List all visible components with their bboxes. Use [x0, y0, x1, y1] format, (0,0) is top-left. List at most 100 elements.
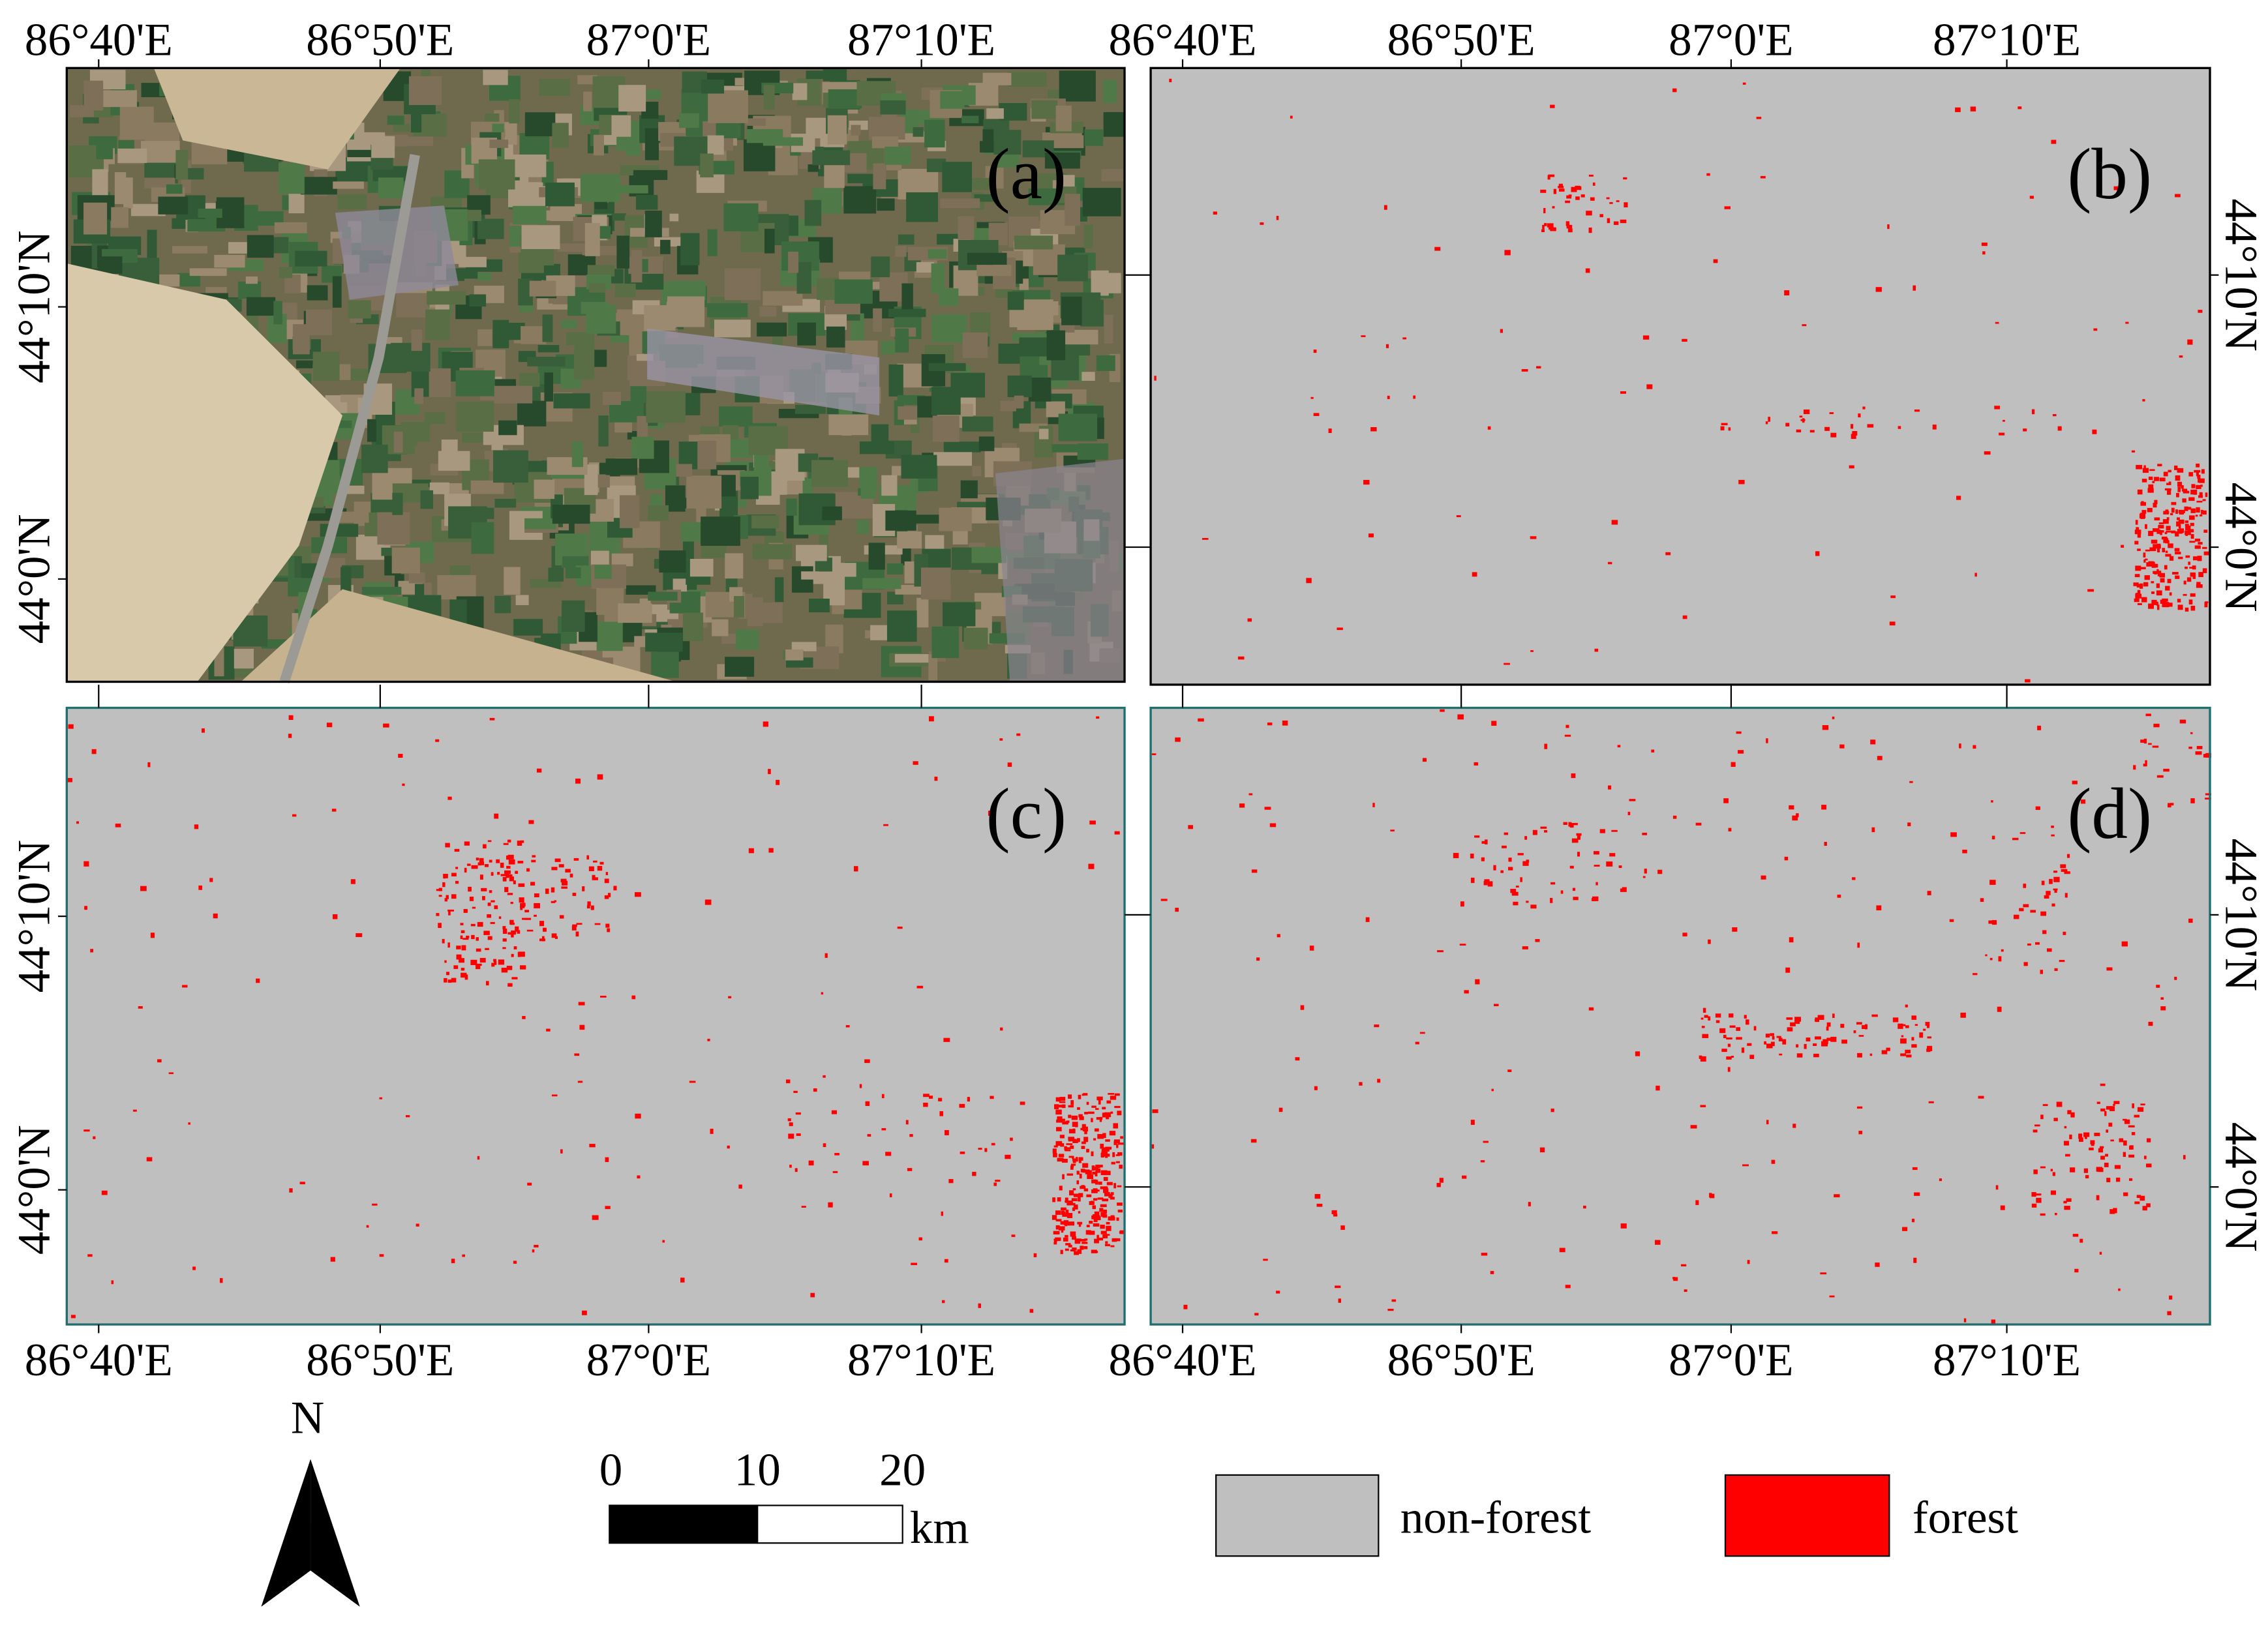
forest-patch	[1248, 793, 1253, 796]
forest-patch	[571, 925, 577, 931]
forest-patch	[988, 811, 995, 816]
forest-patch	[575, 778, 581, 784]
forest-patch	[2145, 760, 2147, 765]
forest-patch	[1119, 1165, 1123, 1169]
forest-patch	[1055, 1219, 1062, 1222]
forest-patch	[476, 858, 479, 861]
forest-patch	[2108, 1122, 2113, 1127]
forest-patch	[1309, 946, 1314, 951]
forest-patch	[2157, 605, 2160, 610]
field	[594, 565, 612, 579]
field	[392, 492, 403, 515]
forest-patch	[787, 1118, 791, 1122]
field	[367, 419, 376, 442]
forest-patch	[1151, 1144, 1155, 1149]
forest-patch	[2185, 520, 2189, 523]
forest-patch	[1480, 1160, 1485, 1163]
forest-patch	[823, 1075, 826, 1078]
forest-patch	[469, 897, 474, 901]
forest-patch	[1067, 1200, 1073, 1206]
panel-label: (a)	[986, 134, 1066, 215]
forest-patch	[1796, 1053, 1803, 1058]
forest-patch	[1091, 1118, 1093, 1122]
forest-patch	[1077, 1107, 1080, 1110]
field	[498, 420, 517, 436]
field	[189, 268, 227, 276]
forest-patch	[1982, 251, 1986, 255]
forest-patch	[1282, 720, 1288, 726]
forest-patch	[1864, 1024, 1867, 1030]
field	[939, 288, 959, 306]
forest-patch	[1081, 1094, 1085, 1096]
forest-patch	[1925, 1022, 1930, 1026]
forest-patch	[810, 1292, 815, 1298]
forest-patch	[1535, 939, 1540, 942]
forest-patch	[796, 1133, 801, 1136]
forest-patch	[479, 858, 484, 863]
forest-patch	[586, 855, 590, 860]
forest-patch	[84, 906, 87, 910]
forest-patch	[558, 864, 564, 868]
forest-patch	[256, 978, 260, 983]
panel-frame	[1149, 706, 2211, 1326]
forest-patch	[1789, 937, 1794, 943]
forest-patch	[2053, 1118, 2058, 1122]
forest-patch	[1799, 415, 1803, 418]
forest-patch	[2171, 507, 2175, 513]
field	[676, 464, 693, 477]
forest-patch	[1491, 721, 1497, 726]
forest-patch	[793, 1090, 798, 1094]
forest-patch	[2197, 475, 2201, 479]
forest-patch	[1102, 1133, 1106, 1139]
forest-patch	[2201, 469, 2205, 474]
forest-patch	[2042, 1104, 2048, 1107]
forest-patch	[978, 1303, 982, 1308]
forest-patch	[1806, 1037, 1811, 1041]
forest-patch	[460, 935, 463, 940]
forest-patch	[2196, 463, 2200, 468]
field	[348, 300, 371, 319]
forest-patch	[146, 1157, 153, 1161]
forest-patch	[1565, 724, 1569, 728]
forest-patch	[2189, 541, 2196, 543]
forest-patch	[1699, 1055, 1702, 1059]
forest-patch	[613, 886, 617, 891]
forest-patch	[1109, 1131, 1116, 1136]
forest-patch	[1719, 1028, 1726, 1034]
forest-patch	[1062, 1121, 1068, 1125]
field	[1101, 169, 1124, 181]
forest-patch	[1053, 1153, 1057, 1157]
forest-patch	[923, 1094, 930, 1097]
field	[631, 436, 654, 459]
forest-patch	[607, 928, 611, 933]
forest-patch	[559, 915, 564, 919]
forest-patch	[1528, 1202, 1531, 1206]
forest-patch	[1510, 889, 1517, 893]
forest-patch	[727, 1145, 730, 1149]
forest-patch	[1083, 1246, 1088, 1249]
longitude-label: 86°50'E	[306, 1335, 454, 1386]
forest-patch	[560, 878, 567, 883]
forest-patch	[1096, 1189, 1100, 1192]
field	[888, 364, 903, 396]
forest-patch	[1094, 1211, 1100, 1217]
forest-patch	[1867, 424, 1874, 428]
forest-patch	[1097, 1197, 1104, 1200]
field	[246, 297, 276, 316]
forest-patch	[2051, 826, 2054, 828]
forest-patch	[1768, 417, 1771, 422]
forest-patch	[1474, 835, 1480, 838]
forest-patch	[466, 935, 470, 938]
forest-patch	[1000, 1027, 1003, 1031]
field	[237, 281, 262, 299]
field	[583, 91, 592, 112]
forest-patch	[2196, 485, 2201, 490]
forest-patch	[1721, 423, 1728, 426]
forest-patch	[1980, 898, 1984, 902]
forest-patch	[1464, 990, 1469, 994]
forest-patch	[1102, 1107, 1106, 1110]
forest-patch	[1098, 1181, 1102, 1185]
forest-patch	[140, 886, 147, 891]
forest-patch	[2040, 970, 2043, 974]
forest-patch	[2091, 1141, 2094, 1146]
